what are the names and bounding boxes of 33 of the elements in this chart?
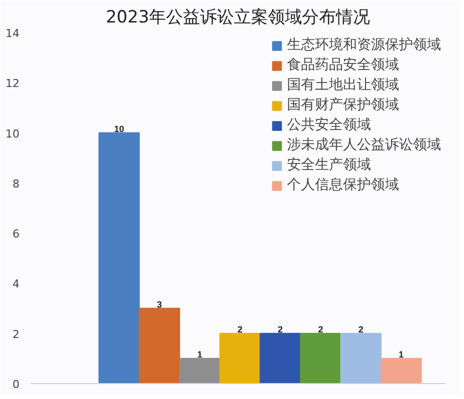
y-tick-label: 8: [12, 177, 20, 190]
data-label: 1: [398, 349, 404, 360]
chart-title: 2023年公益诉讼立案领域分布情况: [106, 8, 370, 28]
bar: [219, 332, 261, 384]
data-label: 2: [238, 324, 243, 334]
y-tick-label: 4: [12, 278, 20, 291]
data-label: 2: [278, 324, 283, 334]
bar: [340, 332, 382, 384]
bar: [300, 332, 342, 384]
legend-label: 国有土地出让领域: [287, 76, 399, 94]
bar: [98, 132, 140, 384]
legend-label: 国有财产保护领域: [287, 96, 399, 114]
legend-label: 个人信息保护领域: [287, 176, 399, 194]
data-label: 10: [114, 124, 124, 134]
y-tick-label: 10: [6, 127, 20, 140]
y-tick-label: 2: [12, 328, 20, 341]
legend-label: 涉未成年人公益诉讼领域: [287, 136, 441, 154]
y-tick-label: 12: [6, 77, 20, 90]
legend-label: 食品药品安全领域: [287, 56, 399, 74]
bar: [380, 358, 422, 384]
legend-label: 生态环境和资源保护领域: [287, 36, 441, 54]
data-label: 2: [318, 324, 324, 334]
y-tick-label: 0: [12, 378, 20, 391]
data-label: 2: [358, 324, 364, 334]
y-tick-label: 14: [6, 27, 20, 40]
bar: [138, 308, 180, 384]
legend-label: 公共安全领域: [287, 116, 371, 134]
data-label: 3: [156, 299, 162, 310]
data-label: 1: [197, 349, 202, 360]
bar: [179, 358, 220, 384]
legend-label: 安全生产领域: [287, 156, 371, 174]
y-tick-label: 6: [12, 228, 20, 241]
bar: [260, 332, 301, 384]
